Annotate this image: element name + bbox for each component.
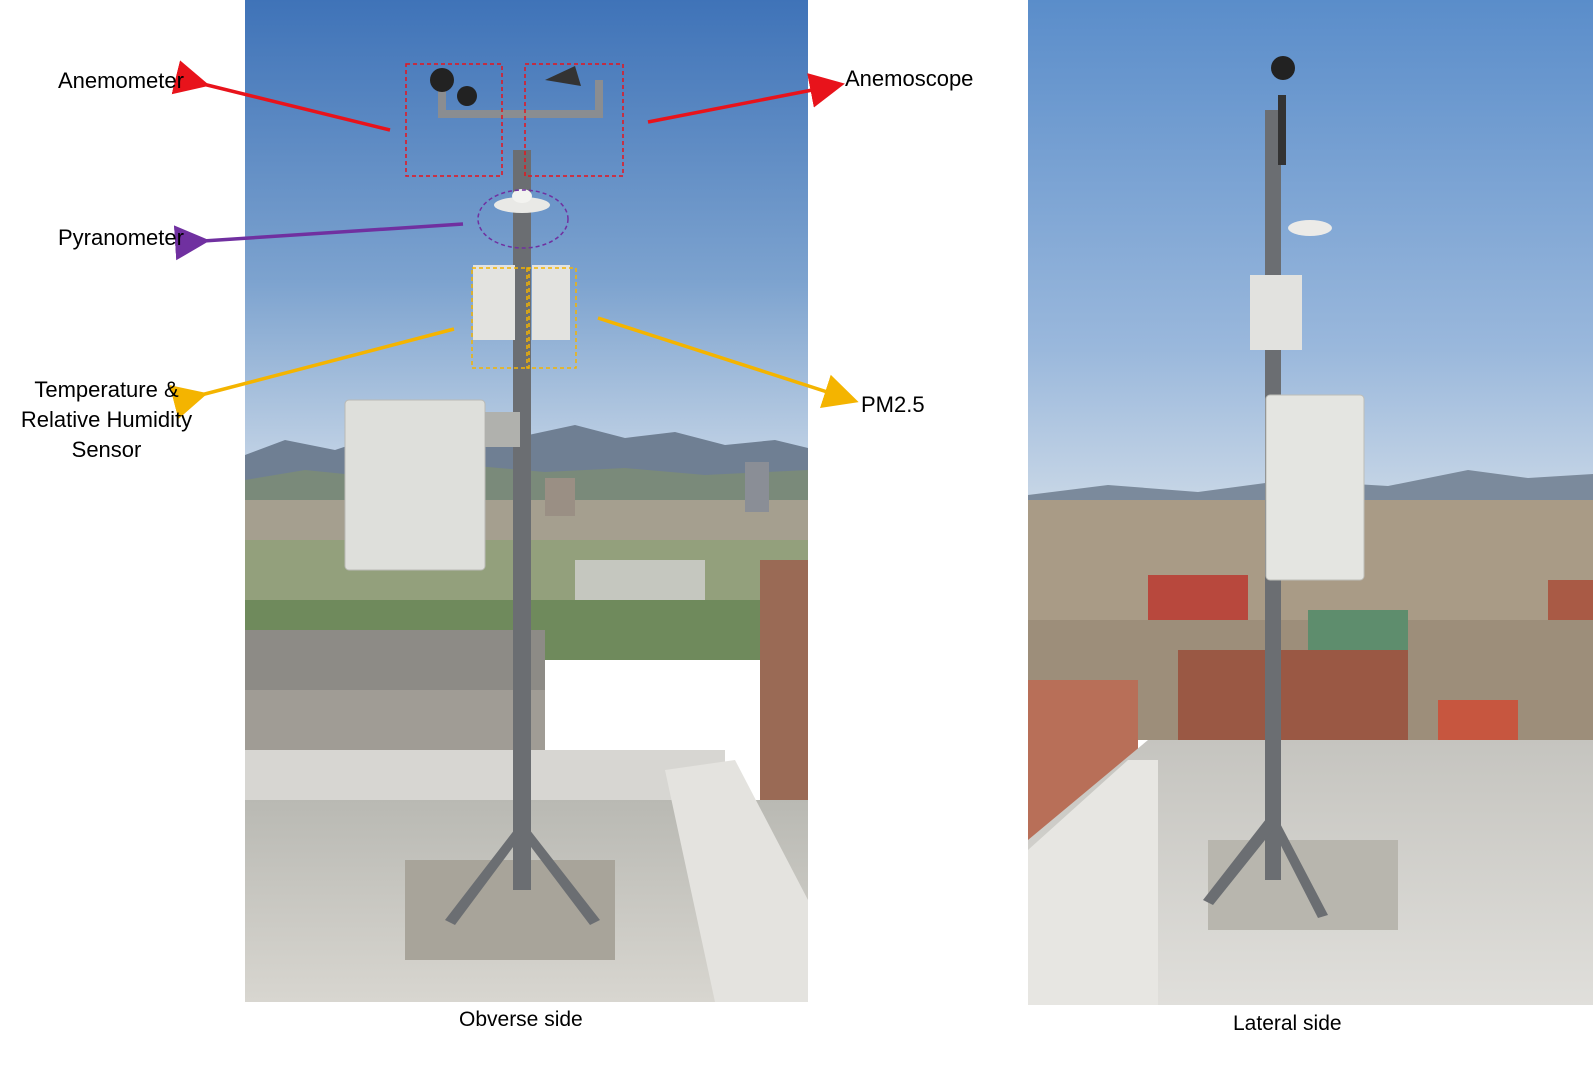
anemoscope-arrow [647, 73, 845, 124]
anemoscope-label: Anemoscope [845, 66, 974, 91]
temp-humidity-label-line3: Sensor [71, 437, 142, 462]
lateral-side-photo [1028, 0, 1593, 1005]
temp-sensor-arrow [169, 327, 455, 420]
anemometer-highlight-box [405, 63, 503, 177]
pm25-highlight-box [526, 267, 577, 369]
anemometer-arrow [171, 60, 391, 132]
temp-humidity-label-line2: Relative Humidity [20, 407, 193, 432]
temp-sensor-highlight-box [471, 267, 530, 369]
obverse-side-photo [245, 0, 808, 1002]
pm25-arrow [597, 316, 859, 409]
pyranometer-highlight-ellipse [477, 189, 569, 249]
obverse-caption: Obverse side [459, 1008, 583, 1031]
pm25-label: PM2.5 [861, 392, 925, 417]
anemoscope-highlight-box [524, 63, 624, 177]
pyranometer-label: Pyranometer [58, 225, 184, 250]
temp-humidity-label: Temperature & Relative Humidity Sensor [14, 375, 199, 465]
pyranometer-arrow [173, 222, 464, 261]
lateral-caption: Lateral side [1233, 1012, 1342, 1035]
temp-humidity-label-line1: Temperature & [34, 377, 179, 402]
anemometer-label: Anemometer [58, 68, 184, 93]
